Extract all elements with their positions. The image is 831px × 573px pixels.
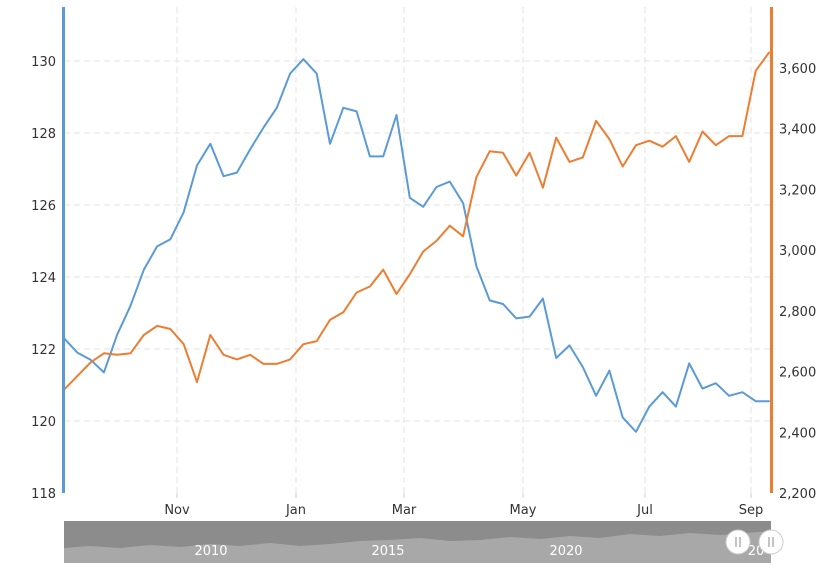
left-tick-label: 126 xyxy=(31,199,56,214)
left-axis-series-line xyxy=(63,58,770,433)
right-tick-label: 2,800 xyxy=(779,305,816,320)
x-axis-ticks: Nov Jan Mar May Jul Sep xyxy=(164,493,763,518)
gridlines xyxy=(64,7,770,493)
x-tick-label: Mar xyxy=(392,503,417,518)
x-tick-label: Jul xyxy=(636,503,653,518)
left-axis-ticks: 118 120 122 124 126 128 130 xyxy=(31,55,56,502)
x-tick-label: Sep xyxy=(739,503,764,518)
navigator[interactable]: 2010 2015 2020 20 xyxy=(64,521,784,563)
x-tick-label: May xyxy=(510,503,537,518)
navigator-handle-right[interactable] xyxy=(758,529,784,555)
left-tick-label: 124 xyxy=(31,271,56,286)
x-tick-label: Nov xyxy=(164,503,190,518)
right-tick-label: 2,600 xyxy=(779,366,816,381)
left-tick-label: 118 xyxy=(31,487,56,502)
right-tick-label: 3,000 xyxy=(779,244,816,259)
navigator-year-label: 2015 xyxy=(371,544,404,559)
left-tick-label: 130 xyxy=(31,55,56,70)
right-tick-label: 3,600 xyxy=(779,62,816,77)
right-tick-label: 3,200 xyxy=(779,183,816,198)
navigator-year-label: 2010 xyxy=(194,544,227,559)
left-tick-label: 128 xyxy=(31,127,56,142)
navigator-handle-left[interactable] xyxy=(725,529,751,555)
right-tick-label: 2,200 xyxy=(779,487,816,502)
navigator-year-labels: 2010 2015 2020 20 xyxy=(194,544,764,559)
navigator-area xyxy=(64,531,771,563)
right-tick-label: 3,400 xyxy=(779,123,816,138)
left-tick-label: 120 xyxy=(31,415,56,430)
left-tick-label: 122 xyxy=(31,343,56,358)
navigator-year-label: 2020 xyxy=(549,544,582,559)
right-tick-label: 2,400 xyxy=(779,426,816,441)
right-axis-series-line xyxy=(63,51,770,391)
right-axis-ticks: 2,200 2,400 2,600 2,800 3,000 3,200 3,400 3,600 xyxy=(779,62,816,502)
x-tick-label: Jan xyxy=(285,503,306,518)
series-layer xyxy=(63,51,770,433)
